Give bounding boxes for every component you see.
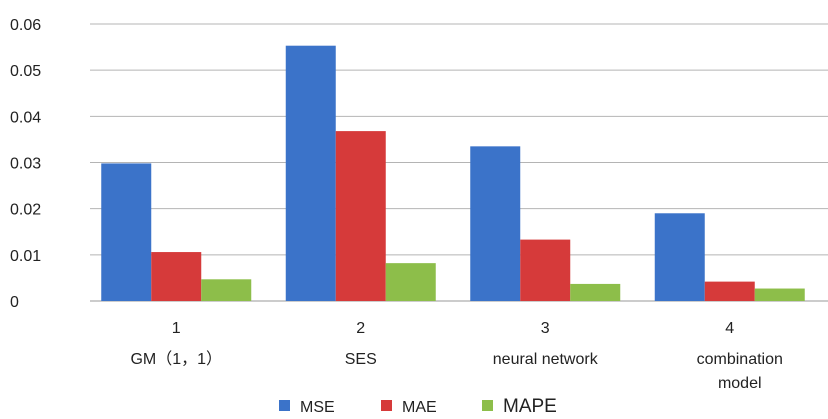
x-tick-number: 3 <box>541 320 550 337</box>
bars <box>101 45 805 301</box>
legend-label-mae: MAE <box>402 399 437 416</box>
x-tick-label: GM（1，1） <box>130 350 222 368</box>
bar-mape-2 <box>385 263 436 301</box>
bar-mae-3 <box>520 239 571 301</box>
y-axis-ticks: 0 0.01 0.02 0.03 0.04 0.05 0.06 <box>10 17 41 311</box>
y-tick-label: 0.04 <box>10 109 41 126</box>
bar-mse-4 <box>654 213 705 301</box>
y-tick-label: 0.05 <box>10 63 41 80</box>
x-axis-labels: 1 GM（1，1） 2 SES 3 neural network 4 combination m… <box>130 320 782 392</box>
bar-mae-1 <box>151 252 202 301</box>
x-tick-number: 4 <box>725 320 734 337</box>
bar-mse-1 <box>101 163 152 301</box>
legend-label-mse: MSE <box>300 399 335 416</box>
bar-mse-3 <box>470 146 521 301</box>
x-tick-label: neural network <box>493 351 599 368</box>
x-tick-label: combination <box>697 351 783 368</box>
bar-mse-2 <box>285 45 336 301</box>
bar-mape-4 <box>754 288 805 301</box>
bar-mape-3 <box>570 283 621 301</box>
x-tick-label: SES <box>345 351 377 368</box>
bar-mae-2 <box>335 131 386 301</box>
y-tick-label: 0.02 <box>10 202 41 219</box>
y-tick-label: 0.03 <box>10 156 41 173</box>
legend-swatch-mape <box>482 400 493 411</box>
x-tick-number: 1 <box>172 320 181 337</box>
legend-swatch-mae <box>381 400 392 411</box>
legend: MSE MAE MAPE <box>279 396 557 417</box>
legend-label-mape: MAPE <box>503 396 557 417</box>
y-tick-label: 0.01 <box>10 248 41 265</box>
x-tick-label: model <box>718 375 762 392</box>
grid-lines <box>90 23 828 302</box>
legend-swatch-mse <box>279 400 290 411</box>
y-tick-label: 0.06 <box>10 17 41 34</box>
y-tick-label: 0 <box>10 294 19 311</box>
x-tick-number: 2 <box>356 320 365 337</box>
bar-mae-4 <box>704 281 755 301</box>
bar-mape-1 <box>201 279 252 301</box>
